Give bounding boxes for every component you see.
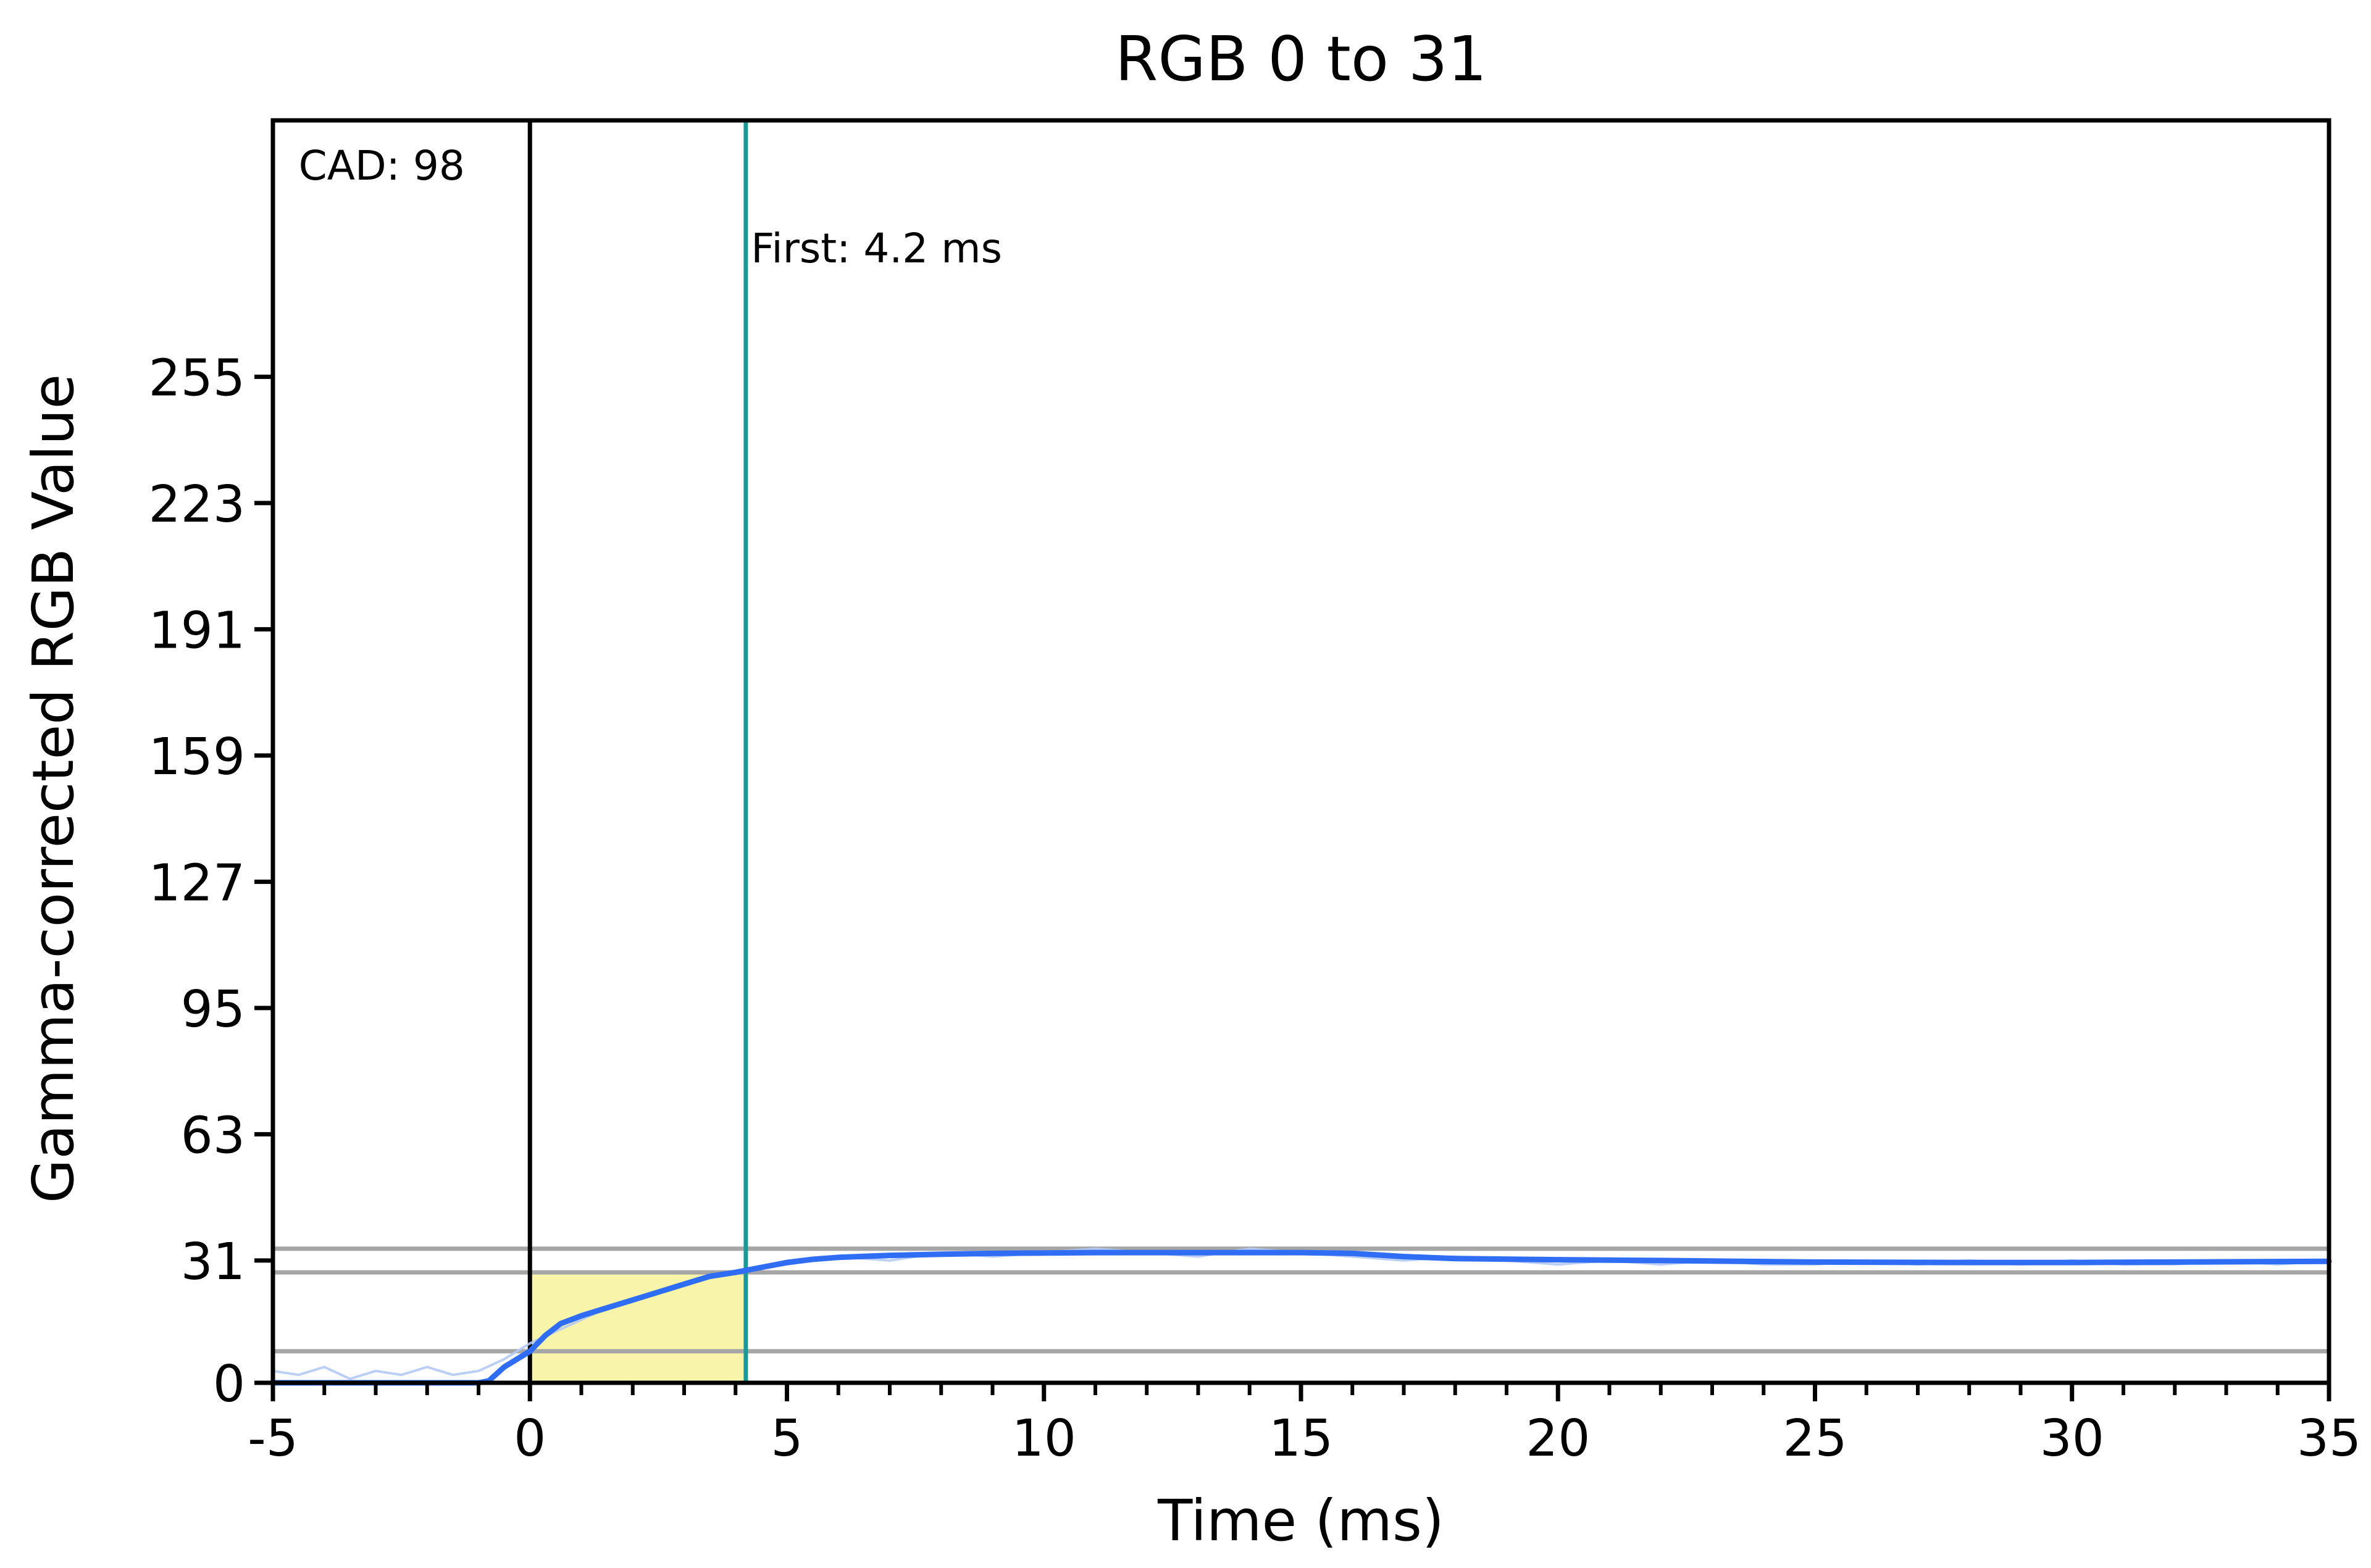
series-line-smoothed bbox=[270, 1249, 2332, 1386]
data-layer bbox=[270, 1247, 2332, 1386]
x-axis-label: Time (ms) bbox=[1157, 1488, 1444, 1554]
y-tick-label: 223 bbox=[148, 475, 245, 534]
x-tick-label: 0 bbox=[514, 1409, 546, 1468]
chart-title: RGB 0 to 31 bbox=[1115, 23, 1487, 95]
x-tick-label: 35 bbox=[2297, 1409, 2361, 1468]
y-tick-label: 0 bbox=[213, 1355, 245, 1414]
y-tick-label: 255 bbox=[148, 349, 245, 407]
x-tick-label: 30 bbox=[2040, 1409, 2104, 1468]
y-tick-label: 31 bbox=[181, 1233, 245, 1291]
reference-lines-layer bbox=[273, 120, 2329, 1383]
text-layer: RGB 0 to 31 Time (ms) Gamma-corrected RG… bbox=[20, 23, 2361, 1554]
annotation: First: 4.2 ms bbox=[751, 225, 1002, 272]
y-tick-label: 191 bbox=[148, 601, 245, 660]
x-tick-label: 25 bbox=[1783, 1409, 1847, 1468]
y-tick-label: 63 bbox=[181, 1106, 245, 1165]
x-tick-label: 20 bbox=[1526, 1409, 1590, 1468]
plot-frame bbox=[270, 118, 2331, 1385]
y-tick-label: 127 bbox=[148, 854, 245, 912]
x-tick-label: 15 bbox=[1269, 1409, 1333, 1468]
y-tick-label: 95 bbox=[181, 980, 245, 1039]
x-tick-label: 5 bbox=[771, 1409, 803, 1468]
x-tick-label: 10 bbox=[1012, 1409, 1076, 1468]
ticks-layer bbox=[254, 374, 2331, 1401]
y-axis-label: Gamma-corrected RGB Value bbox=[20, 374, 86, 1203]
y-tick-label: 159 bbox=[148, 728, 245, 786]
annotation: CAD: 98 bbox=[299, 142, 465, 190]
x-tick-label: -5 bbox=[248, 1409, 298, 1468]
